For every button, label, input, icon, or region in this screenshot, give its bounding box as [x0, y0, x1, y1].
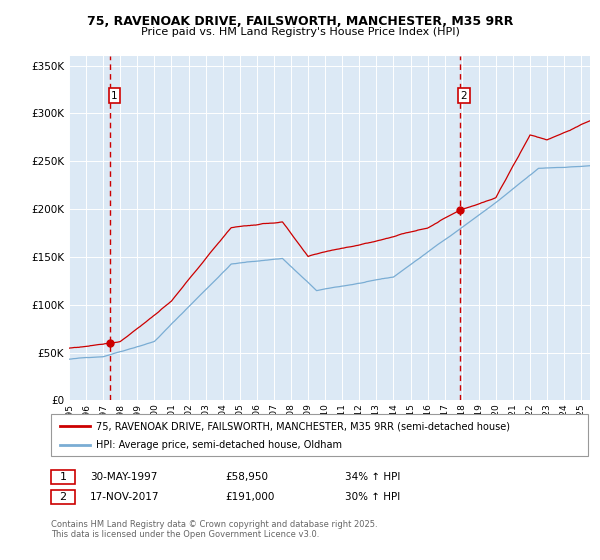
Text: 1: 1: [111, 91, 118, 101]
Text: 34% ↑ HPI: 34% ↑ HPI: [345, 472, 400, 482]
Text: £191,000: £191,000: [225, 492, 274, 502]
Text: 17-NOV-2017: 17-NOV-2017: [90, 492, 160, 502]
Text: 75, RAVENOAK DRIVE, FAILSWORTH, MANCHESTER, M35 9RR: 75, RAVENOAK DRIVE, FAILSWORTH, MANCHEST…: [87, 15, 513, 28]
Text: 30% ↑ HPI: 30% ↑ HPI: [345, 492, 400, 502]
Text: 1: 1: [59, 472, 67, 482]
Text: Price paid vs. HM Land Registry's House Price Index (HPI): Price paid vs. HM Land Registry's House …: [140, 27, 460, 37]
Text: 30-MAY-1997: 30-MAY-1997: [90, 472, 157, 482]
Text: 2: 2: [461, 91, 467, 101]
Text: 2: 2: [59, 492, 67, 502]
Text: £58,950: £58,950: [225, 472, 268, 482]
Text: Contains HM Land Registry data © Crown copyright and database right 2025.
This d: Contains HM Land Registry data © Crown c…: [51, 520, 377, 539]
Text: 75, RAVENOAK DRIVE, FAILSWORTH, MANCHESTER, M35 9RR (semi-detached house): 75, RAVENOAK DRIVE, FAILSWORTH, MANCHEST…: [96, 421, 510, 431]
Text: HPI: Average price, semi-detached house, Oldham: HPI: Average price, semi-detached house,…: [96, 440, 342, 450]
